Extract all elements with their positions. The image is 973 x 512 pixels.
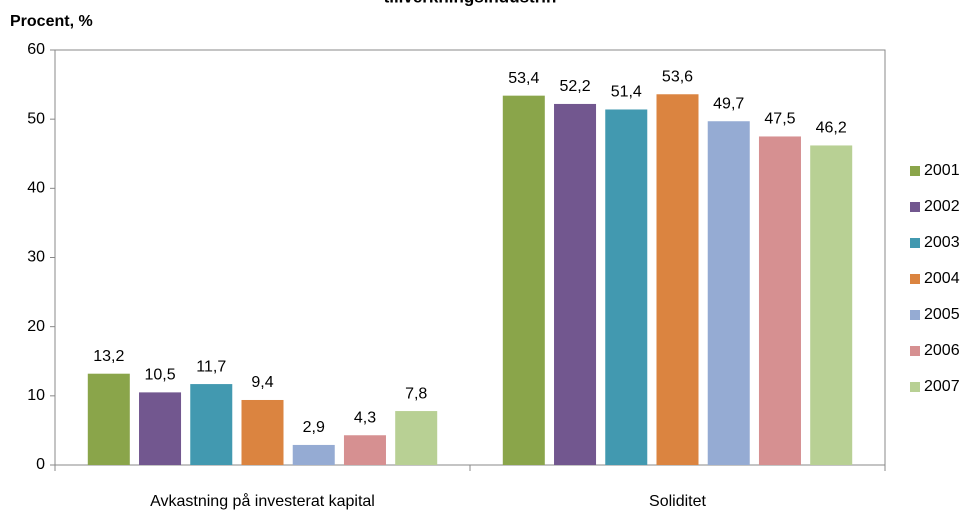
legend-swatch xyxy=(910,310,920,320)
bar xyxy=(554,103,597,465)
y-tick-label: 10 xyxy=(27,387,45,404)
bar xyxy=(241,399,284,465)
value-label: 7,8 xyxy=(405,385,427,402)
y-tick-label: 50 xyxy=(27,110,45,127)
legend-swatch xyxy=(910,346,920,356)
bar xyxy=(707,121,750,465)
bar xyxy=(502,95,545,466)
value-label: 49,7 xyxy=(713,95,744,112)
legend-swatch xyxy=(910,382,920,392)
legend-label: 2007 xyxy=(924,378,960,395)
bar xyxy=(656,94,699,466)
x-tick-label: Soliditet xyxy=(649,493,706,510)
y-tick-label: 0 xyxy=(36,456,45,473)
value-label: 53,4 xyxy=(508,70,539,87)
y-tick-label: 60 xyxy=(27,41,45,58)
value-label: 11,7 xyxy=(196,358,226,375)
x-tick-label: Avkastning på investerat kapital xyxy=(150,492,375,510)
value-label: 52,2 xyxy=(559,78,590,95)
bar xyxy=(605,109,648,465)
value-label: 51,4 xyxy=(611,84,642,101)
value-label: 2,9 xyxy=(303,419,325,436)
value-label: 47,5 xyxy=(764,111,795,128)
value-label: 13,2 xyxy=(93,348,124,365)
legend-label: 2002 xyxy=(924,198,960,215)
value-label: 4,3 xyxy=(354,409,376,426)
y-axis-title: Procent, % xyxy=(10,13,93,30)
legend-label: 2001 xyxy=(924,162,960,179)
bar xyxy=(292,444,335,465)
bar xyxy=(343,435,386,465)
legend-swatch xyxy=(910,202,920,212)
legend-label: 2003 xyxy=(924,234,960,251)
legend-label: 2004 xyxy=(924,270,960,287)
value-label: 9,4 xyxy=(251,374,273,391)
legend-label: 2006 xyxy=(924,342,960,359)
value-label: 53,6 xyxy=(662,68,693,85)
legend-swatch xyxy=(910,238,920,248)
value-label: 46,2 xyxy=(816,120,847,137)
legend-swatch xyxy=(910,166,920,176)
bar xyxy=(139,392,182,465)
bar xyxy=(87,373,130,465)
y-tick-label: 40 xyxy=(27,180,45,197)
value-label: 10,5 xyxy=(144,367,175,384)
bar xyxy=(758,136,801,466)
bar xyxy=(395,411,438,465)
bar xyxy=(810,145,853,465)
y-tick-label: 30 xyxy=(27,249,45,266)
y-tick-label: 20 xyxy=(27,318,45,335)
chart-title: tillverkningsindustrin xyxy=(384,0,557,6)
legend-label: 2005 xyxy=(924,306,960,323)
bar xyxy=(190,384,233,465)
legend-swatch xyxy=(910,274,920,284)
